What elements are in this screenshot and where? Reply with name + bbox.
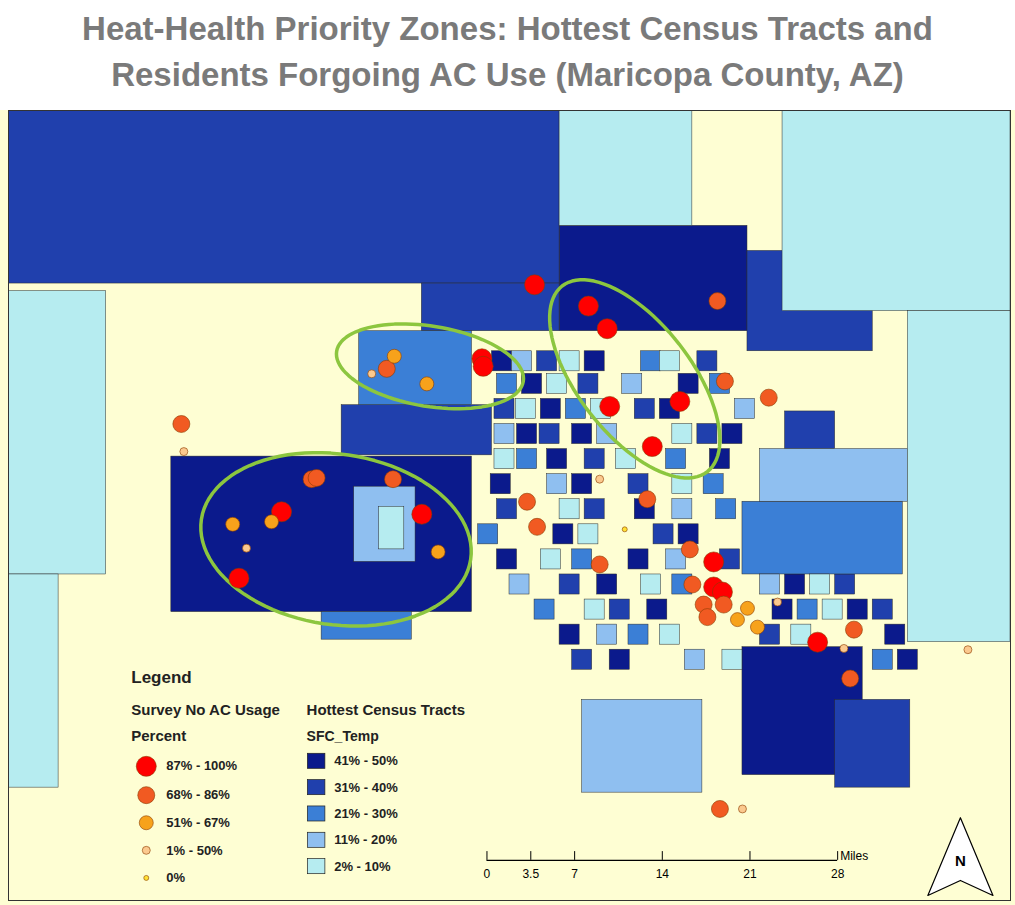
- svg-text:0%: 0%: [166, 870, 185, 885]
- html-text:Heat-Health Priority Zones: Ho: Heat-Health Priority Zones: Hottest Cens…: [82, 10, 933, 93]
- svg-text:1% - 50%: 1% - 50%: [166, 843, 223, 858]
- svg-text:11% - 20%: 11% - 20%: [334, 832, 397, 847]
- svg-text:31% - 40%: 31% - 40%: [334, 780, 398, 795]
- svg-text:N: N: [955, 852, 966, 869]
- svg-text:Survey No AC Usage: Survey No AC Usage: [131, 701, 280, 718]
- svg-text:51% - 67%: 51% - 67%: [166, 815, 230, 830]
- svg-text:14: 14: [656, 867, 670, 881]
- svg-text:SFC_Temp: SFC_Temp: [307, 728, 379, 744]
- svg-text:Percent: Percent: [131, 727, 186, 744]
- svg-text:87% - 100%: 87% - 100%: [166, 758, 237, 773]
- svg-text:Miles: Miles: [840, 849, 868, 863]
- svg-text:21: 21: [743, 867, 757, 881]
- svg-text:2% - 10%: 2% - 10%: [334, 859, 391, 874]
- svg-text:7: 7: [571, 867, 578, 881]
- svg-text:21% - 30%: 21% - 30%: [334, 806, 398, 821]
- svg-text:Legend: Legend: [131, 668, 191, 687]
- svg-text:3.5: 3.5: [522, 867, 539, 881]
- svg-text:41% - 50%: 41% - 50%: [334, 753, 398, 768]
- svg-text:Hottest Census Tracts: Hottest Census Tracts: [307, 701, 465, 718]
- svg-text:68% - 86%: 68% - 86%: [166, 787, 230, 802]
- svg-text:0: 0: [484, 867, 491, 881]
- svg-text:28: 28: [831, 867, 845, 881]
